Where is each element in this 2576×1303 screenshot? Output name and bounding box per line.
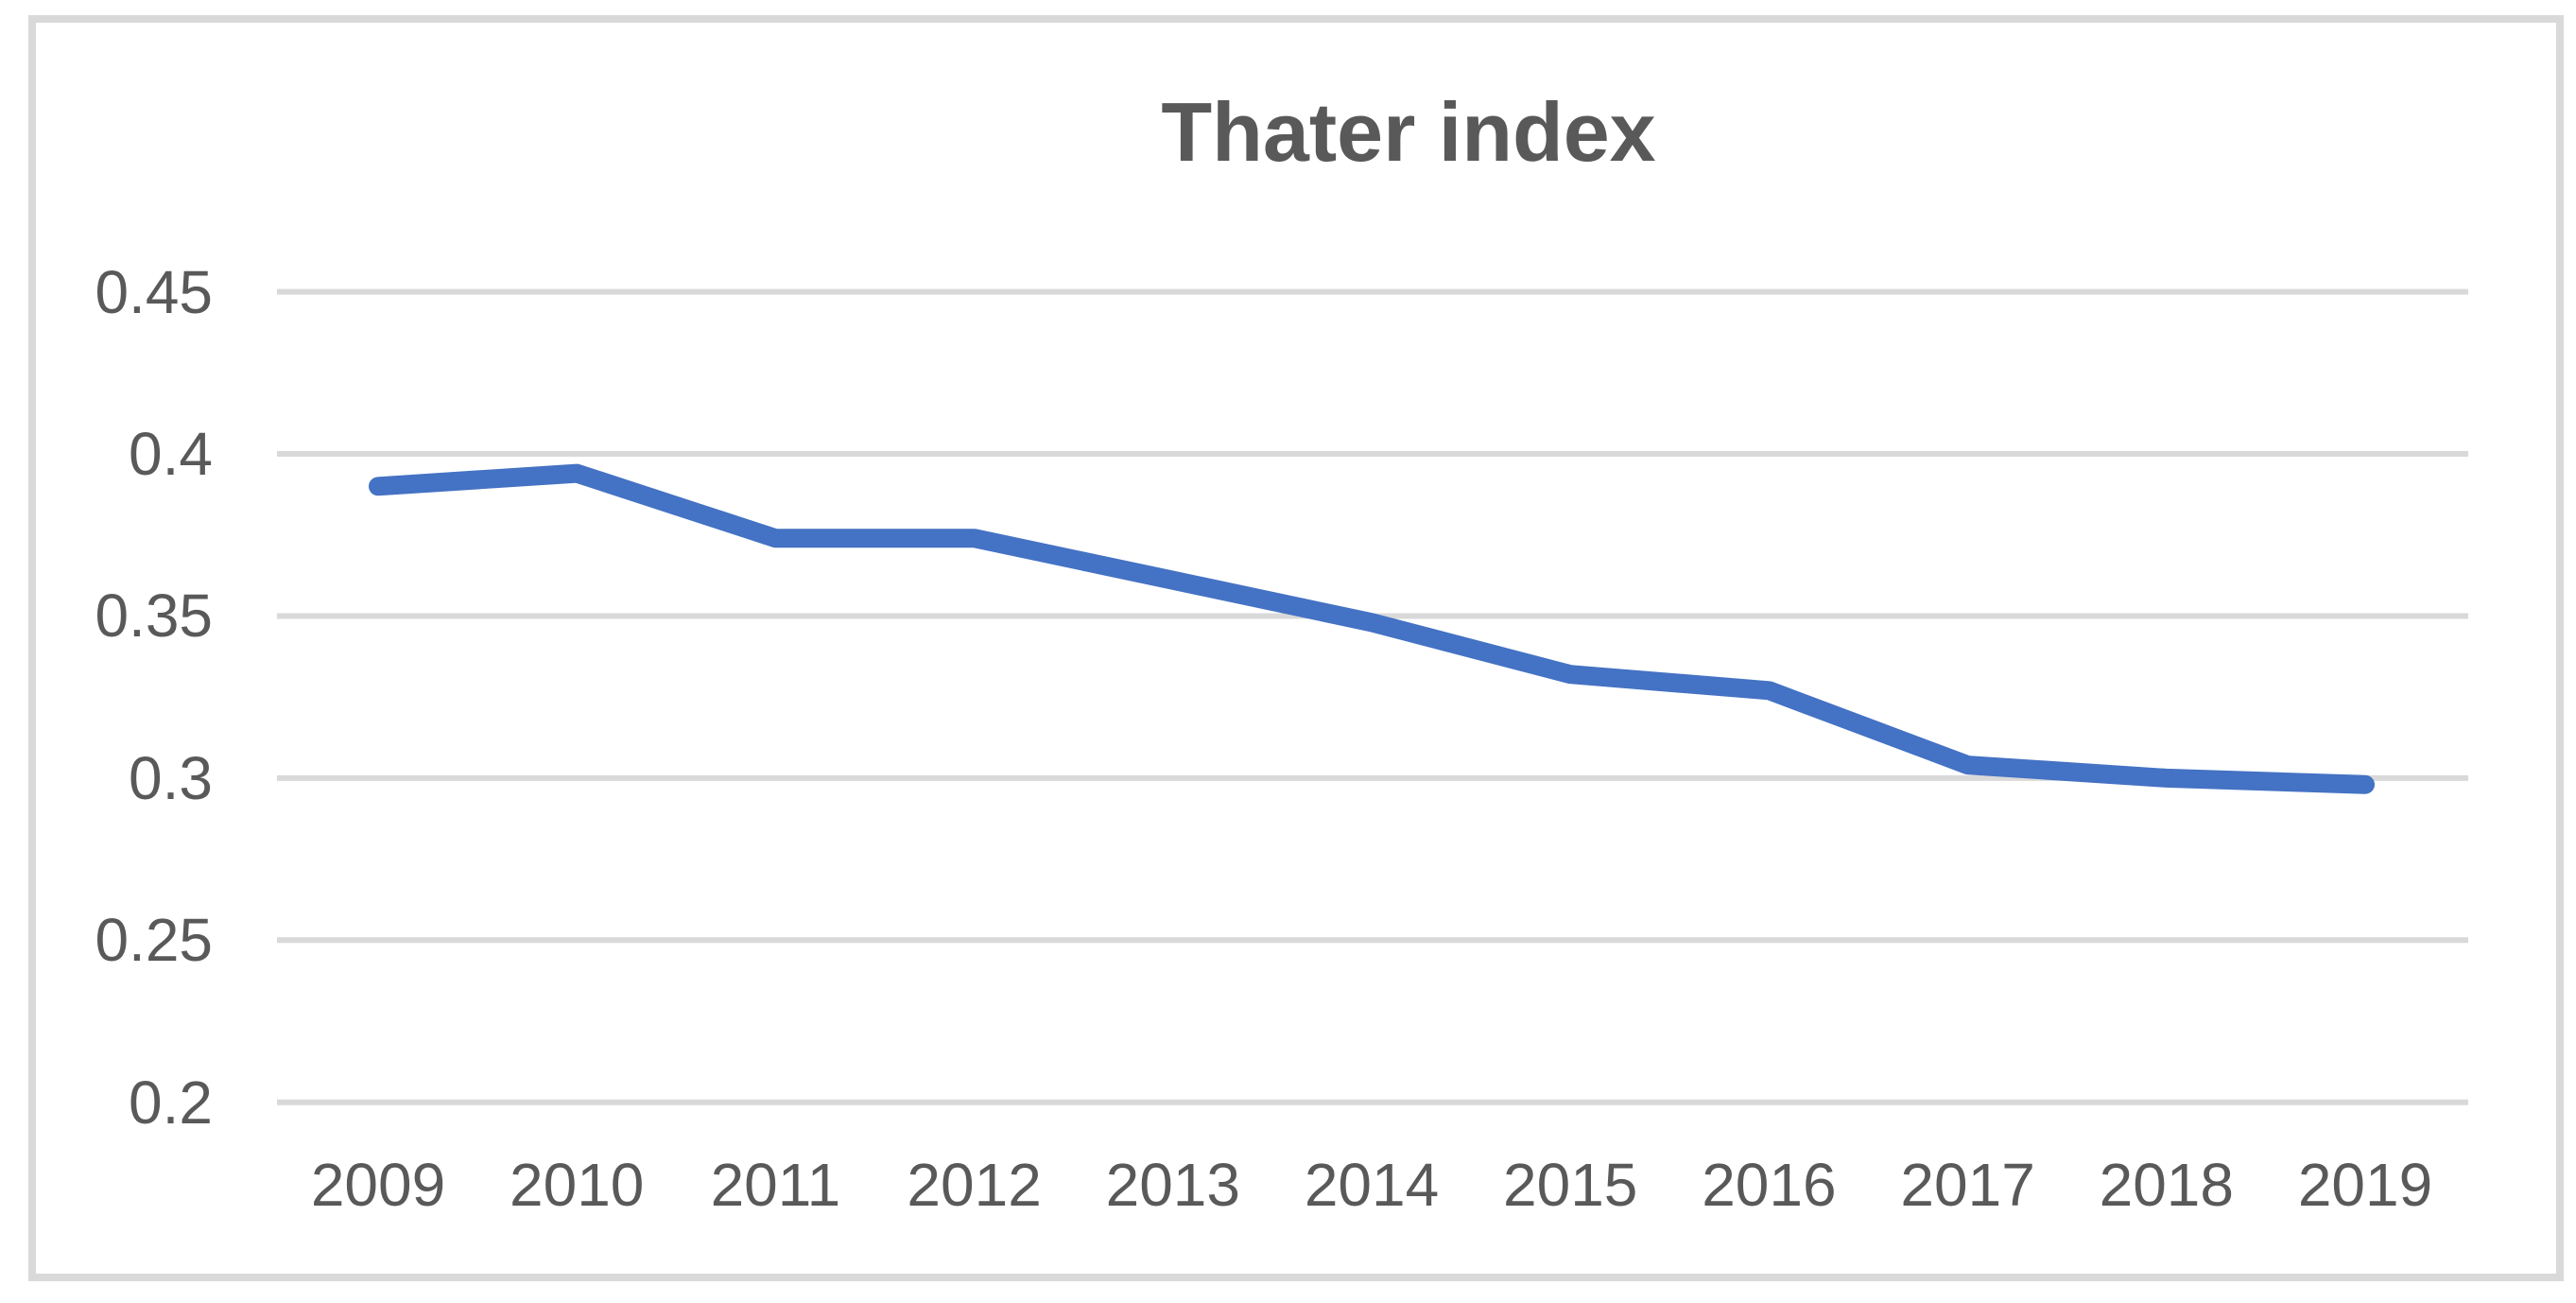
chart-title: Thater index [1161,85,1656,179]
y-tick-label: 0.45 [95,257,213,326]
x-tick-label: 2013 [1105,1151,1240,1219]
y-tick-label: 0.2 [129,1068,213,1137]
x-tick-label: 2017 [1900,1151,2035,1219]
y-tick-label: 0.3 [129,743,213,812]
x-tick-label: 2019 [2297,1151,2433,1219]
x-tick-label: 2009 [310,1151,446,1219]
y-tick-label: 0.4 [129,420,213,489]
x-tick-label: 2010 [510,1151,645,1219]
x-tick-label: 2016 [1702,1151,1837,1219]
y-tick-label: 0.35 [95,582,213,651]
x-tick-label: 2014 [1304,1151,1440,1219]
trend-line [369,463,2375,794]
x-tick-label: 2015 [1503,1151,1638,1219]
x-tick-label: 2011 [710,1151,841,1219]
x-tick-label: 2018 [2099,1151,2234,1219]
x-tick-label: 2012 [907,1151,1042,1219]
y-tick-label: 0.25 [95,906,213,975]
chart-frame: Thater index [28,15,2564,1281]
